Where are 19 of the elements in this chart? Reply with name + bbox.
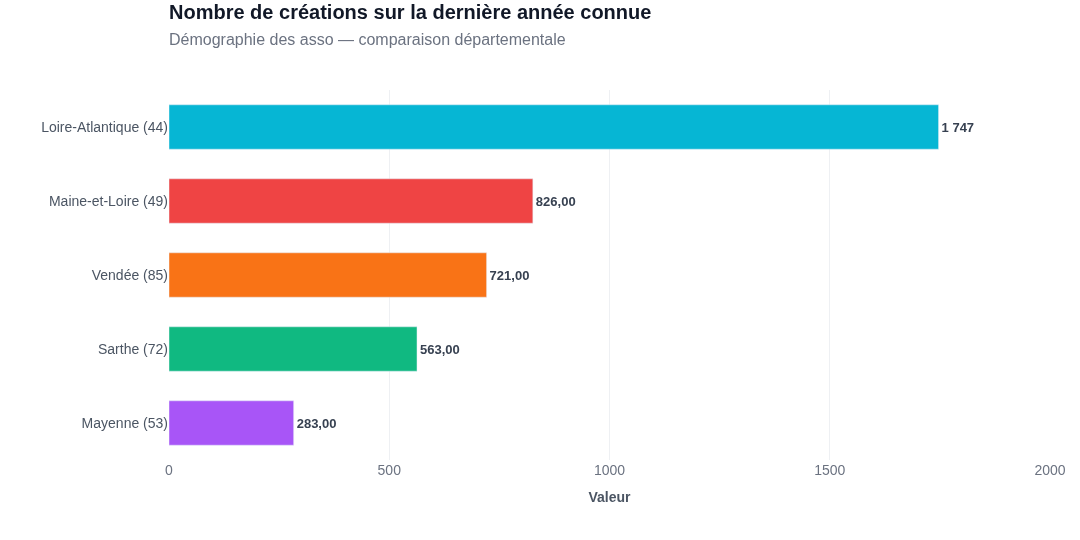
y-tick-label: Mayenne (53) — [81, 414, 168, 431]
chart-title: Nombre de créations sur la dernière année connue — [169, 0, 652, 23]
x-axis-title: Valeur — [588, 489, 632, 506]
data-label: 826,00 — [535, 193, 576, 209]
x-tick-label: 1500 — [814, 462, 846, 478]
chart-subtitle: Démographie des asso — comparaison départementale — [169, 30, 566, 48]
bar — [169, 400, 294, 446]
y-tick-label: Vendée (85) — [91, 266, 168, 283]
data-label: 563,00 — [420, 341, 460, 357]
y-tick-label: Loire-Atlantique (44) — [41, 118, 168, 135]
y-tick-label: Maine-et-Loire (49) — [48, 192, 168, 209]
y-tick-label: Sarthe (72) — [97, 340, 168, 357]
data-label: 721,00 — [489, 267, 530, 283]
data-label: 1 747 — [941, 119, 975, 135]
x-tick-label: 1000 — [593, 462, 626, 478]
x-tick-label: 2000 — [1034, 462, 1066, 478]
x-tick-label: 0 — [165, 462, 174, 478]
x-tick-label: 500 — [377, 462, 402, 478]
data-label: 283,00 — [296, 415, 337, 431]
